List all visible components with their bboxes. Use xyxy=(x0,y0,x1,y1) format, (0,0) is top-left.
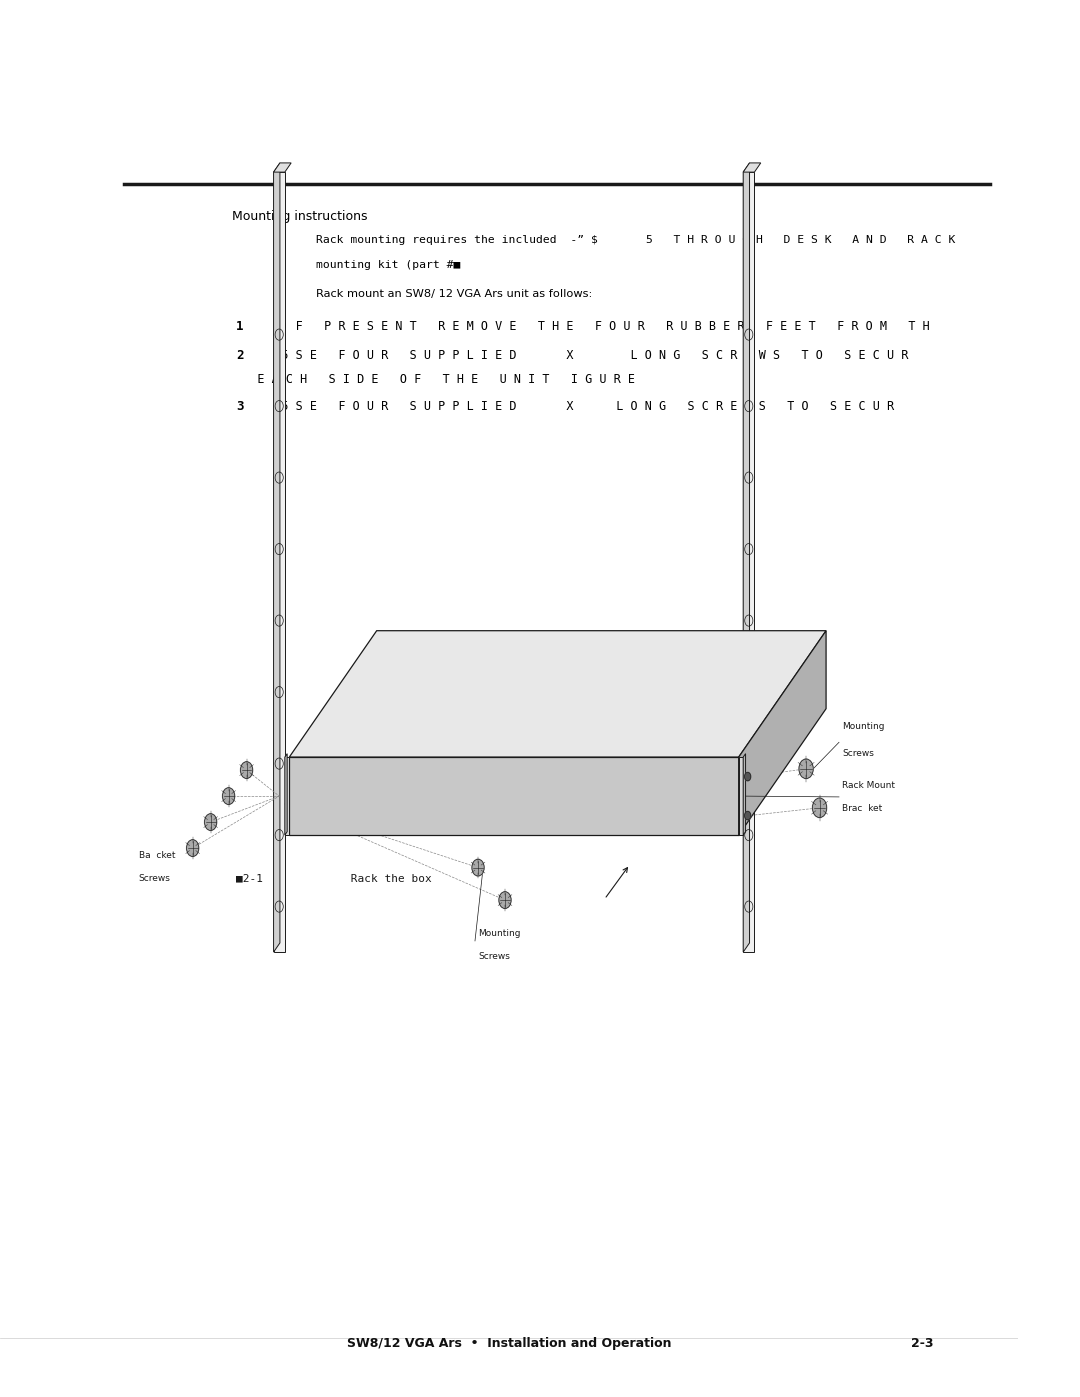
Text: Mounting: Mounting xyxy=(478,929,521,939)
Polygon shape xyxy=(289,757,739,835)
Text: ) F   P R E S E N T   R E M O V E   T H E   F O U R   R U B B E R   F E E T   F : ) F P R E S E N T R E M O V E T H E F O … xyxy=(259,320,930,332)
Circle shape xyxy=(499,891,511,908)
Circle shape xyxy=(812,798,826,817)
Text: Mounting: Mounting xyxy=(842,722,885,731)
Text: 2-3: 2-3 xyxy=(912,1337,934,1350)
Circle shape xyxy=(187,840,199,856)
Text: Mounting instructions: Mounting instructions xyxy=(232,210,367,222)
Circle shape xyxy=(241,761,253,778)
Polygon shape xyxy=(273,172,285,953)
Polygon shape xyxy=(273,163,292,172)
Polygon shape xyxy=(739,630,826,835)
Text: SW8/12 VGA Ars  •  Installation and Operation: SW8/12 VGA Ars • Installation and Operat… xyxy=(347,1337,672,1350)
Text: Rack Mount: Rack Mount xyxy=(842,781,895,789)
Circle shape xyxy=(204,813,217,830)
Polygon shape xyxy=(285,757,289,835)
Circle shape xyxy=(744,812,751,820)
Text: Brac  ket: Brac ket xyxy=(842,803,882,813)
Text: 5 S E   F O U R   S U P P L I E D       X        L O N G   S C R E W S   T O   S: 5 S E F O U R S U P P L I E D X L O N G … xyxy=(259,349,908,362)
Polygon shape xyxy=(743,753,745,835)
Polygon shape xyxy=(739,757,743,835)
Circle shape xyxy=(799,759,813,778)
Polygon shape xyxy=(743,163,750,953)
Polygon shape xyxy=(273,163,280,953)
Text: ■2-1             Rack the box: ■2-1 Rack the box xyxy=(237,873,432,883)
Text: mounting kit (part #■: mounting kit (part #■ xyxy=(315,260,460,270)
Text: Screws: Screws xyxy=(842,749,874,759)
Text: 5 S E   F O U R   S U P P L I E D       X      L O N G   S C R E W S   T O   S E: 5 S E F O U R S U P P L I E D X L O N G … xyxy=(259,400,894,412)
Circle shape xyxy=(222,788,234,805)
Text: Rack mounting requires the included  -” $       5   T H R O U G H   D E S K   A : Rack mounting requires the included -” $… xyxy=(315,235,955,244)
Polygon shape xyxy=(743,163,760,172)
Text: Ba  cket: Ba cket xyxy=(138,851,175,861)
Text: 1: 1 xyxy=(237,320,244,332)
Text: 3: 3 xyxy=(237,400,244,412)
Text: Screws: Screws xyxy=(478,953,510,961)
Text: E A C H   S I D E   O F   T H E   U N I T   I G U R E: E A C H S I D E O F T H E U N I T I G U … xyxy=(237,373,635,386)
Text: Rack mount an SW8/ 12 VGA Ars unit as follows:: Rack mount an SW8/ 12 VGA Ars unit as fo… xyxy=(315,289,592,299)
Circle shape xyxy=(472,859,484,876)
Polygon shape xyxy=(743,172,755,953)
Polygon shape xyxy=(289,630,826,757)
Circle shape xyxy=(744,773,751,781)
Polygon shape xyxy=(285,753,287,835)
Text: 2: 2 xyxy=(237,349,244,362)
Text: Screws: Screws xyxy=(138,875,171,883)
